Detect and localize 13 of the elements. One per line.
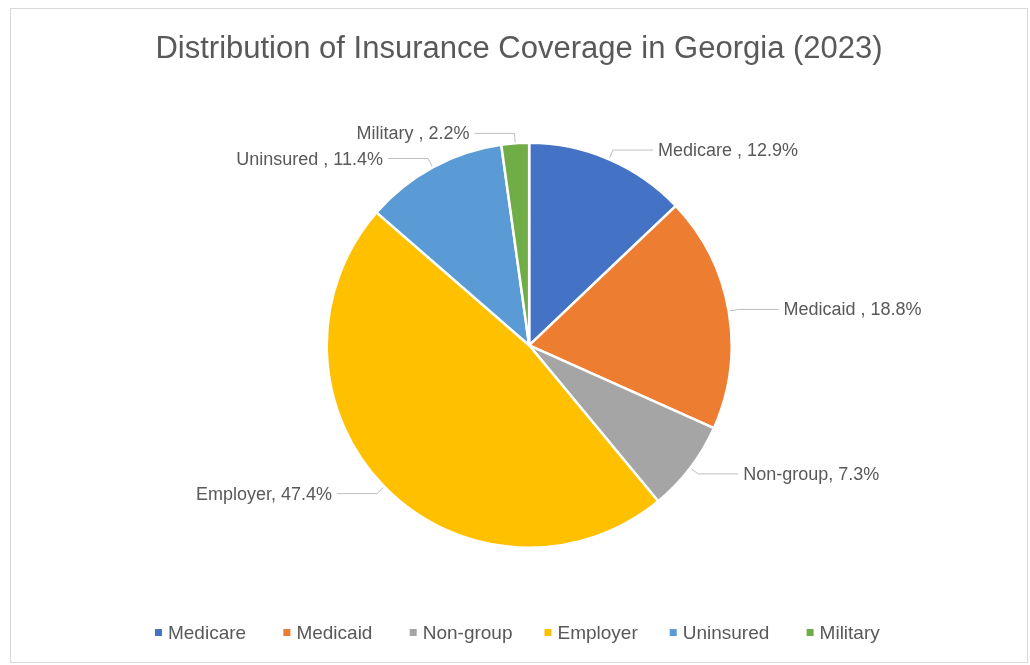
legend-label: Employer bbox=[557, 622, 639, 643]
chart-title: Distribution of Insurance Coverage in Georgia (2023) bbox=[155, 30, 883, 65]
data-label: Uninsured , 11.4% bbox=[236, 148, 383, 169]
legend-label: Medicaid bbox=[296, 622, 378, 643]
legend-label: Military bbox=[819, 622, 886, 643]
legend-label: Non-group bbox=[422, 622, 513, 643]
legend-label: Uninsured bbox=[682, 622, 775, 643]
data-label: Medicare , 12.9% bbox=[657, 140, 798, 161]
legend-label: Medicare bbox=[167, 622, 252, 643]
data-label: Medicaid , 18.8% bbox=[783, 299, 922, 320]
data-label: Non-group, 7.3% bbox=[743, 463, 880, 484]
data-label: Military , 2.2% bbox=[356, 123, 470, 144]
data-label: Employer, 47.4% bbox=[196, 483, 333, 504]
